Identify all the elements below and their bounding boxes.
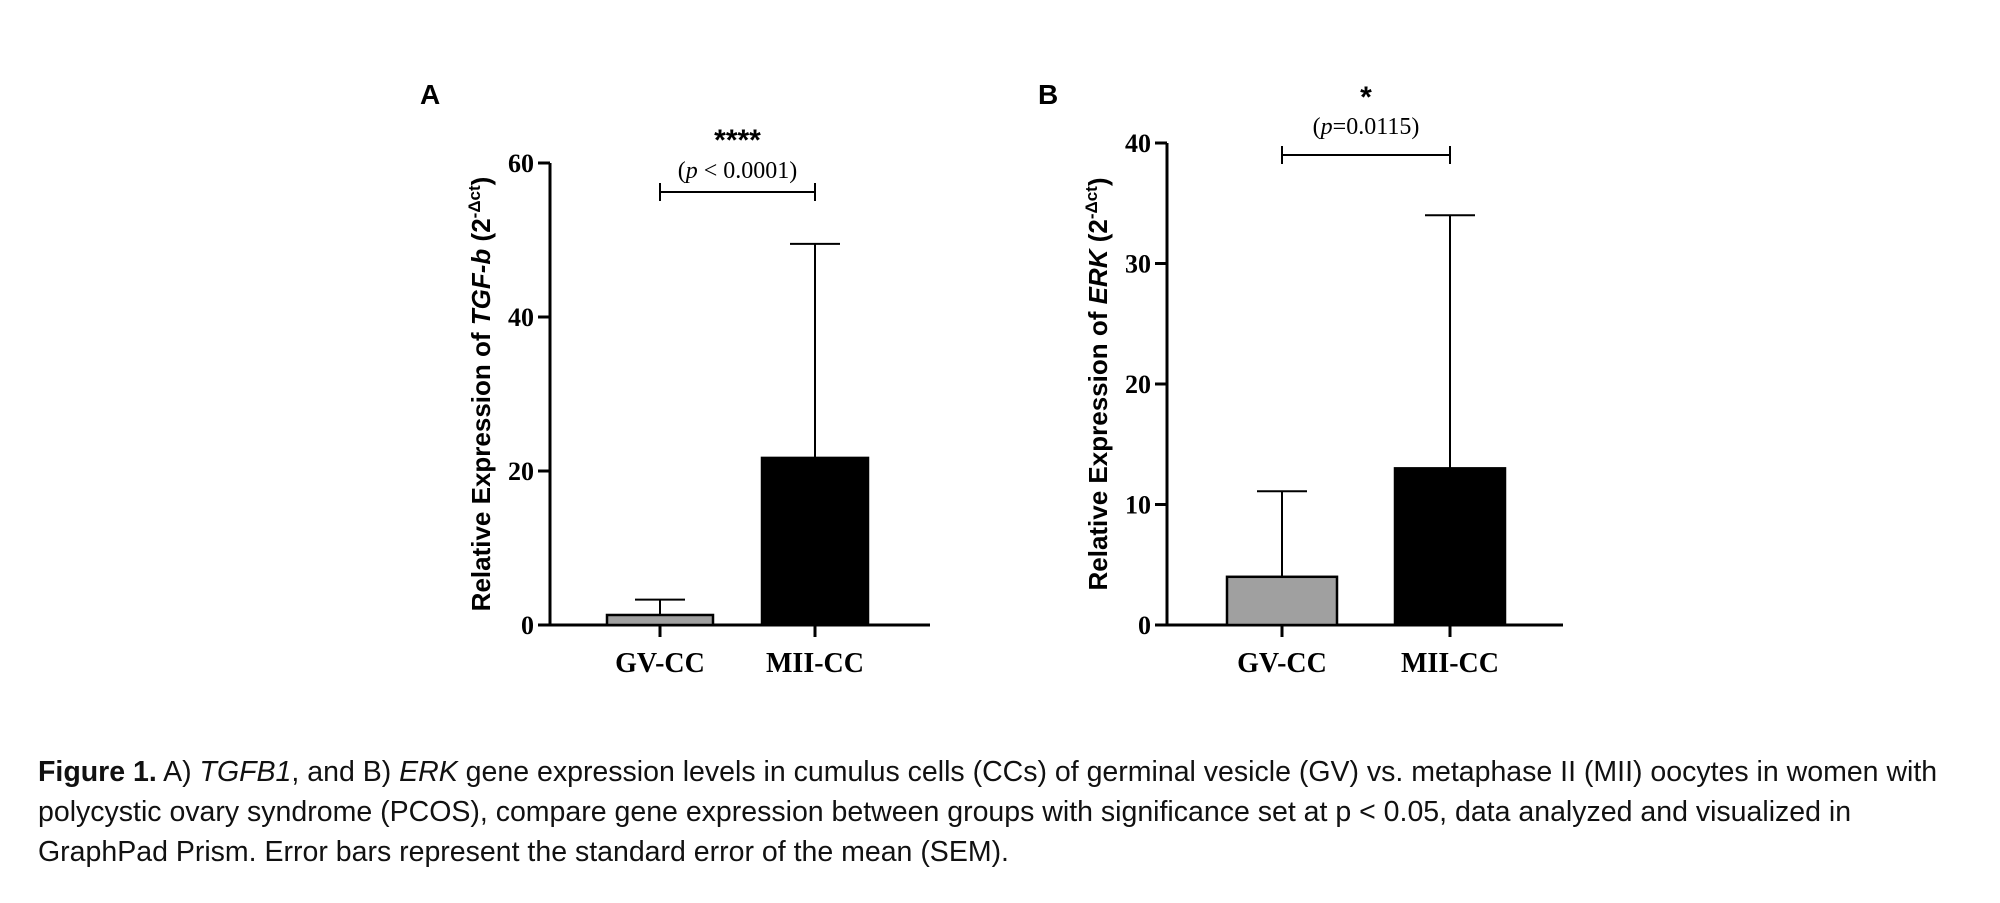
- figure-caption: Figure 1. A) TGFB1, and B) ERK gene expr…: [38, 752, 1968, 872]
- panel-letter: A: [420, 79, 440, 110]
- caption-part3: gene expression levels in cumulus cells …: [38, 756, 1938, 868]
- caption-part2: , and B): [291, 756, 400, 788]
- y-tick-label: 0: [1138, 611, 1151, 640]
- caption-label: Figure 1.: [38, 756, 157, 788]
- significance-p-value: (p < 0.0001): [678, 158, 798, 184]
- y-axis-label: Relative Expression of ERK (2-Δct): [1082, 177, 1113, 590]
- x-tick-label: GV-CC: [615, 648, 705, 679]
- y-tick-label: 10: [1125, 491, 1151, 520]
- y-tick-label: 30: [1125, 250, 1151, 279]
- chart-panel-a: A 0 20 40 60 Relative Expression of TGF-b (2-…: [420, 79, 930, 679]
- bar-gv-cc: [1225, 575, 1339, 627]
- significance-p-value: (p=0.0115): [1313, 114, 1420, 140]
- bar-gv-cc: [605, 613, 715, 627]
- panel-letter: B: [1038, 79, 1058, 110]
- caption-gene2: ERK: [399, 756, 458, 788]
- y-tick-label: 60: [508, 149, 534, 178]
- chart-panel-b: B 0 10 20 30 40 Relative Expression of ERK (2-…: [1038, 79, 1563, 679]
- significance-stars: ****: [714, 124, 761, 157]
- y-tick-label: 20: [1125, 370, 1151, 399]
- bar-mii-cc: [760, 456, 870, 627]
- x-tick-label: MII-CC: [766, 648, 864, 679]
- significance-stars: *: [1360, 81, 1372, 114]
- figure-charts: A 0 20 40 60 Relative Expression of TGF-b (2-…: [420, 79, 1563, 679]
- y-tick-label: 0: [521, 611, 534, 640]
- bar-mii-cc: [1393, 467, 1507, 627]
- y-tick-label: 20: [508, 457, 534, 486]
- y-tick-label: 40: [508, 303, 534, 332]
- x-tick-label: GV-CC: [1237, 648, 1327, 679]
- x-tick-label: MII-CC: [1401, 648, 1499, 679]
- caption-part1: A): [156, 756, 200, 788]
- y-axis-label: Relative Expression of TGF-b (2-Δct): [465, 177, 496, 612]
- y-tick-label: 40: [1125, 129, 1151, 158]
- caption-gene1: TGFB1: [199, 756, 292, 788]
